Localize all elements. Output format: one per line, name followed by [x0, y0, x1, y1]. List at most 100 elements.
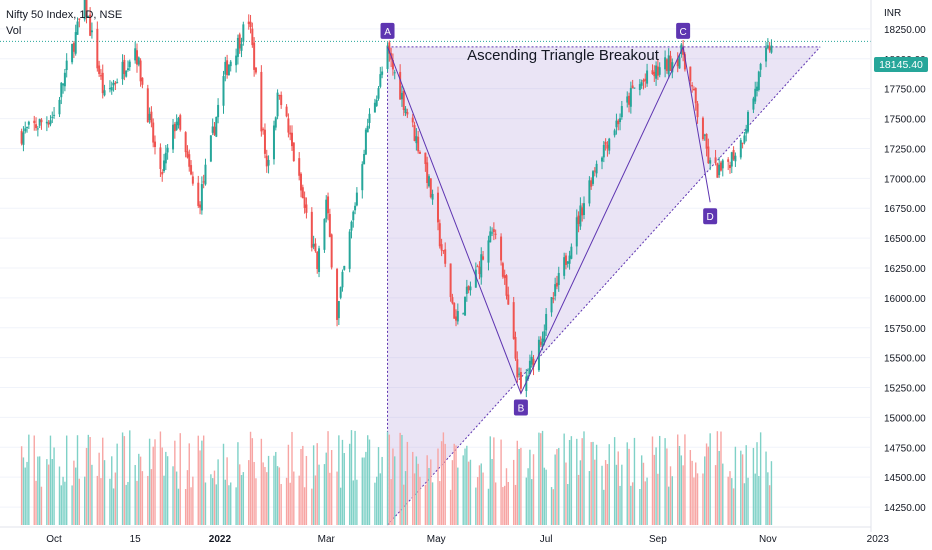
candle-body: [150, 111, 153, 123]
candle-body: [770, 45, 773, 53]
volume-bar: [503, 485, 506, 525]
volume-bar: [512, 459, 515, 525]
volume-bar: [583, 431, 585, 525]
candle-body: [615, 120, 618, 128]
candle-body: [188, 154, 191, 167]
candle-body: [451, 297, 454, 304]
candle-body: [108, 88, 111, 90]
candle-body: [665, 59, 668, 71]
volume-bar: [709, 433, 711, 525]
volume-bar: [469, 459, 472, 525]
candle-body: [375, 99, 378, 106]
pattern-point-badge: [380, 22, 395, 39]
candle-body: [424, 152, 427, 165]
volume-bar: [682, 465, 684, 525]
candle-body: [163, 160, 166, 172]
candle-body: [177, 117, 180, 126]
volume-bar: [276, 466, 279, 525]
volume-bar: [248, 460, 250, 525]
candle-body: [415, 136, 418, 144]
candle-body: [658, 67, 661, 75]
volume-bar: [213, 470, 216, 525]
volume-bar: [58, 466, 61, 525]
volume-bar: [531, 479, 533, 525]
volume-bar: [163, 475, 165, 525]
price-tick-label: 16500.00: [884, 234, 926, 245]
volume-bar: [199, 450, 201, 525]
candle-body: [285, 106, 288, 117]
volume-bar: [565, 462, 567, 525]
volume-bar: [192, 476, 194, 525]
candle-body: [566, 261, 569, 264]
candle-body: [152, 122, 155, 143]
candle-body: [278, 95, 281, 97]
volume-bar: [466, 445, 468, 525]
volume-bar: [545, 469, 547, 525]
volume-bar: [482, 472, 484, 525]
candle-body: [172, 124, 175, 150]
candle-body: [33, 120, 36, 124]
volume-bar: [702, 473, 704, 525]
candle-body: [759, 63, 762, 70]
volume-bar: [734, 446, 737, 525]
volume-bar: [287, 444, 290, 525]
candle-body: [579, 205, 582, 227]
volume-bar: [96, 475, 99, 525]
grid: [0, 28, 870, 508]
volume-bar: [46, 459, 48, 525]
volume-bar: [714, 465, 717, 525]
candle-body: [494, 233, 497, 235]
candle-body: [373, 102, 376, 113]
candle-body: [24, 128, 27, 132]
candle-body: [101, 72, 104, 94]
volume-bar: [668, 486, 670, 525]
volume-bar: [60, 485, 62, 525]
time-tick-label: Jul: [540, 534, 553, 545]
candle-body: [601, 157, 604, 162]
candle-body: [240, 44, 243, 51]
candle-body: [692, 89, 695, 91]
volume-bar: [696, 473, 699, 525]
candle-body: [528, 360, 531, 374]
volume-bar: [293, 471, 295, 525]
candle-body: [379, 74, 382, 87]
volume-bar: [240, 475, 243, 525]
volume-bar: [312, 445, 315, 525]
candle-body: [139, 60, 142, 82]
volume-bar: [175, 471, 178, 525]
candle-body: [444, 249, 447, 264]
volume-bar: [651, 436, 654, 525]
volume-bar: [529, 449, 531, 525]
volume-bar: [543, 467, 546, 525]
volume-bar: [424, 484, 427, 525]
candle-body: [638, 84, 641, 91]
candle-body: [608, 138, 611, 151]
volume-bar: [330, 450, 333, 525]
volume-bar: [426, 455, 428, 525]
candle-body: [429, 178, 432, 198]
candle-body: [368, 113, 371, 123]
volume-bar: [480, 463, 482, 525]
candle-body: [74, 32, 77, 54]
candle-body: [110, 87, 113, 91]
volume-bar: [71, 485, 73, 525]
volume-bar: [747, 477, 749, 525]
candle-body: [125, 70, 128, 77]
candle-body: [137, 57, 140, 65]
price-tick-label: 15000.00: [884, 413, 926, 424]
volume-bar: [289, 482, 291, 525]
pattern-point-label: A: [384, 27, 391, 38]
candle-body: [705, 133, 708, 149]
candle-body: [134, 48, 137, 61]
candle-body: [402, 91, 405, 110]
symbol-line: Nifty 50 Index, 1D, NSE: [6, 9, 122, 21]
volume-bar: [152, 446, 154, 525]
volume-bar: [520, 447, 522, 525]
candle-body: [404, 108, 407, 114]
candle-body: [682, 46, 685, 55]
volume-bar: [494, 482, 497, 525]
candle-body: [260, 71, 263, 132]
volume-bar: [581, 438, 583, 525]
volume-bar: [505, 468, 508, 525]
